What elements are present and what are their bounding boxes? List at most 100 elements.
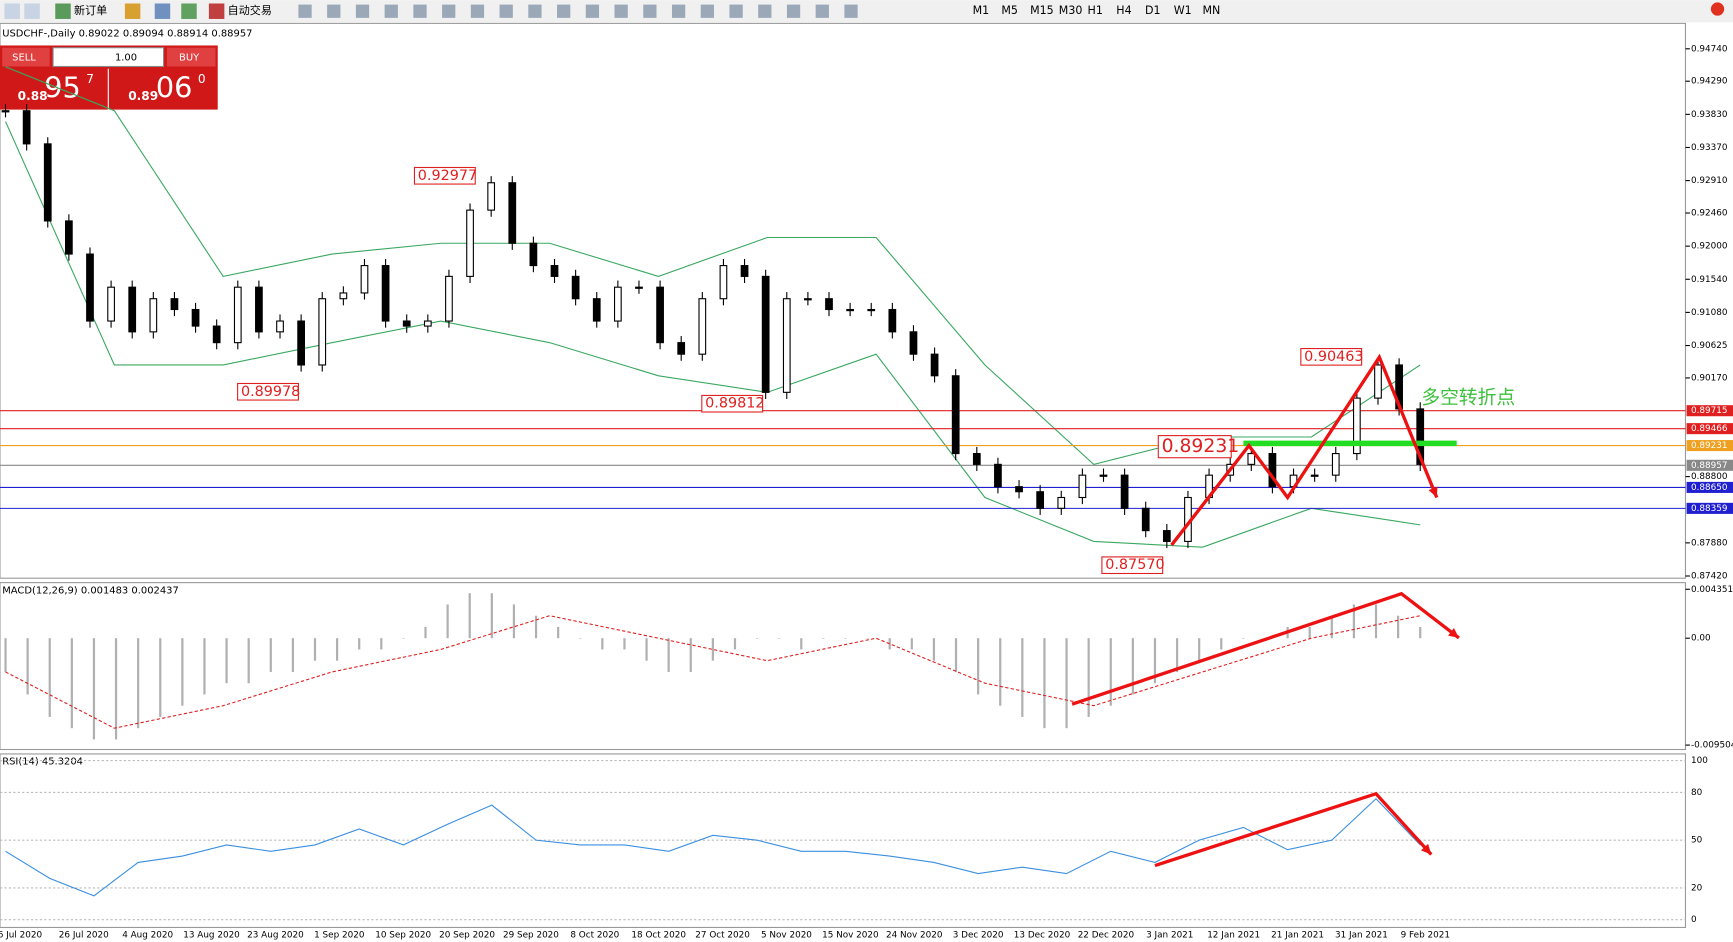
arrow	[1170, 353, 1439, 547]
macd-bar	[557, 626, 560, 639]
buy-button[interactable]	[166, 47, 216, 67]
timeframe[interactable]: M15	[1030, 4, 1054, 17]
timeframe[interactable]: H1	[1088, 4, 1103, 17]
candle	[43, 143, 52, 222]
candle	[212, 325, 221, 344]
macd-bar	[667, 638, 670, 672]
y-tick-label: 0.92910	[1691, 176, 1728, 186]
annotation-box	[701, 394, 764, 413]
price-tag-label: 0.88650	[1691, 483, 1728, 493]
tool-icon	[671, 4, 686, 18]
bid-sup[interactable]: 7	[86, 72, 94, 86]
timeframe[interactable]: M1	[973, 4, 990, 17]
macd-bar	[114, 638, 118, 740]
candle	[1331, 453, 1340, 476]
candle	[656, 286, 664, 344]
icon[interactable]	[24, 3, 40, 19]
macd-bar	[159, 638, 162, 717]
toolbar	[0, 0, 1733, 23]
macd-bar	[446, 604, 449, 639]
timeframe[interactable]: H4	[1116, 4, 1131, 17]
x-tick-label: 15 Nov 2020	[822, 931, 879, 941]
new-order[interactable]: 新订单	[74, 3, 107, 17]
candle	[951, 375, 960, 455]
bid-big[interactable]: 95	[44, 71, 81, 105]
ask-sup[interactable]: 0	[198, 72, 206, 86]
tool-icon	[470, 4, 485, 18]
x-tick-label: 29 Sep 2020	[503, 931, 559, 941]
ask-small[interactable]: 0.89	[128, 89, 158, 103]
lot-input[interactable]	[52, 47, 165, 68]
macd-bar	[711, 638, 714, 661]
candle	[339, 292, 348, 300]
y-tick-label: 0.88800	[1691, 472, 1728, 482]
candle	[529, 242, 538, 267]
annotation-label: 0.89231	[1162, 436, 1240, 457]
candle	[888, 308, 897, 333]
macd-bar	[579, 638, 582, 639]
buy[interactable]: BUY	[179, 53, 200, 64]
candle	[466, 209, 474, 277]
x-tick-label: 20 Sep 2020	[439, 931, 495, 941]
timeframe[interactable]: M5	[1001, 4, 1018, 17]
candle	[487, 182, 496, 211]
y-tick-label: 0.87420	[1691, 571, 1728, 581]
macd-bar	[4, 638, 7, 672]
annotation-box	[1300, 347, 1363, 366]
y-tick-label: 0.90625	[1691, 341, 1728, 351]
notification[interactable]	[1710, 2, 1725, 16]
candle	[740, 265, 749, 277]
x-tick-label: 9 Feb 2021	[1401, 931, 1450, 941]
icon[interactable]	[124, 3, 141, 19]
tool-icons	[298, 4, 858, 18]
bid-small[interactable]: 0.88	[18, 89, 48, 103]
sell[interactable]: SELL	[12, 53, 36, 64]
candle	[677, 342, 686, 355]
icon[interactable]	[208, 3, 225, 19]
timeframe[interactable]: D1	[1145, 4, 1161, 17]
macd-title: MACD(12,26,9) 0.001483 0.002437	[2, 585, 179, 596]
bollinger-band	[5, 121, 1421, 548]
ask-big[interactable]: 06	[156, 71, 193, 105]
timeframe[interactable]: W1	[1174, 4, 1192, 17]
x-tick-label: 13 Dec 2020	[1014, 931, 1071, 941]
macd-bar	[1220, 638, 1223, 650]
tool-icon	[729, 4, 743, 18]
macd-bar	[335, 638, 339, 661]
x-tick-label: 4 Aug 2020	[122, 931, 173, 941]
candle	[1416, 408, 1425, 465]
y-tick-label: 0.93370	[1691, 143, 1728, 153]
candle	[825, 298, 833, 311]
macd-bar	[932, 638, 936, 661]
auto-trade[interactable]: 自动交易	[228, 3, 272, 17]
tool-icon	[815, 4, 829, 18]
macd-bar	[755, 638, 759, 639]
macd-bar	[402, 638, 405, 639]
icon[interactable]	[55, 3, 71, 19]
candle	[867, 308, 876, 312]
icon[interactable]	[181, 3, 197, 19]
tool-icon	[786, 4, 801, 18]
icon[interactable]	[154, 3, 171, 19]
timeframe[interactable]: M30	[1059, 4, 1083, 17]
arrow	[1071, 591, 1460, 706]
icon[interactable]	[4, 3, 20, 19]
macd-bar	[888, 638, 891, 650]
candle	[508, 182, 517, 244]
rsi-line	[5, 797, 1421, 897]
y-tick-label: 100	[1691, 756, 1708, 766]
macd-bar	[1131, 638, 1134, 695]
candle	[1310, 474, 1319, 477]
tool-icon	[528, 4, 542, 18]
timeframe[interactable]: MN	[1202, 4, 1220, 17]
lot[interactable]: 1.00	[115, 53, 137, 64]
sell-button[interactable]	[2, 47, 50, 67]
candle	[930, 353, 939, 377]
x-tick-label: 23 Aug 2020	[247, 931, 304, 941]
x-tick-label: 21 Jan 2021	[1271, 931, 1324, 941]
price-tag	[1686, 423, 1733, 435]
tool-icon	[614, 4, 628, 18]
tool-icon	[585, 4, 600, 18]
price-tag	[1686, 459, 1733, 471]
